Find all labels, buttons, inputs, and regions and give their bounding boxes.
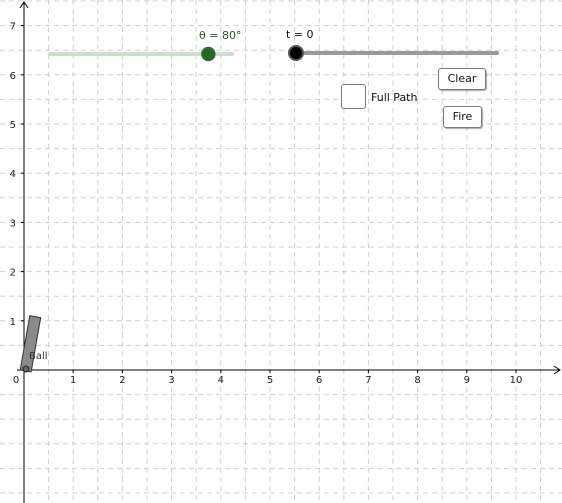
fire-button[interactable]: Fire [443,106,482,128]
y-tick-label: 6 [10,71,16,82]
x-tick-label: 3 [168,375,174,386]
x-tick-label: 4 [218,375,224,386]
x-tick-label: 8 [414,375,420,386]
y-tick-label: 5 [10,120,16,131]
time-slider-knob[interactable] [288,45,304,61]
y-tick-label: 1 [10,317,16,328]
time-slider[interactable] [288,45,499,61]
y-tick-label: 4 [10,169,16,180]
y-tick-label: 7 [10,22,16,33]
clear-button[interactable]: Clear [438,68,486,90]
x-tick-label: 0 [13,375,19,386]
y-tick-label: 2 [10,268,16,279]
x-tick-label: 2 [119,375,125,386]
full-path-checkbox[interactable] [341,84,366,109]
x-tick-label: 6 [316,375,322,386]
theta-slider-label: θ = 80° [199,29,242,42]
x-tick-label: 7 [365,375,371,386]
y-tick-label: 3 [10,218,16,229]
ball-label: Ball [29,351,48,362]
x-tick-label: 5 [267,375,273,386]
x-tick-label: 9 [464,375,470,386]
theta-slider-knob[interactable] [201,46,216,62]
full-path-label: Full Path [371,91,418,104]
cannon-barrel [19,315,42,373]
theta-slider[interactable] [48,46,234,62]
y-axis-ticks: 1 2 3 4 5 6 7 [10,22,24,328]
ball-point[interactable] [22,365,30,373]
coordinate-axes [17,1,561,503]
x-tick-label: 1 [70,375,76,386]
time-slider-label: t = 0 [286,28,314,41]
x-tick-label: 10 [510,375,523,386]
x-axis-ticks: 0 1 2 3 4 5 6 7 8 9 10 [13,370,523,386]
